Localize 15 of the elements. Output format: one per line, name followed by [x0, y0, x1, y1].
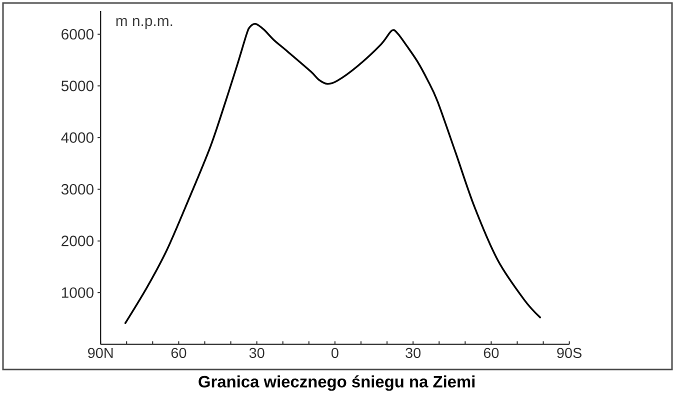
y-axis-title: m n.p.m.	[116, 18, 172, 30]
y-tick-label: 4000	[61, 132, 94, 143]
x-tick-label: 60	[484, 348, 499, 358]
y-tick-label: 3000	[61, 184, 94, 195]
x-tick-label: 90S	[557, 348, 582, 358]
y-tick-label: 5000	[61, 80, 94, 92]
y-tick-label: 2000	[62, 236, 94, 246]
text: Granica wiecznego śniegu na Ziemi	[198, 375, 475, 391]
y-tick-label: 6000	[62, 28, 94, 40]
x-tick-label: 30	[406, 348, 421, 358]
x-tick-label: 60	[171, 348, 186, 358]
y-tick-label: 1000	[62, 287, 94, 298]
x-tick-label: 30	[249, 348, 264, 358]
x-tick-label: 90N	[88, 348, 113, 358]
x-tick-label: 0	[332, 348, 338, 358]
